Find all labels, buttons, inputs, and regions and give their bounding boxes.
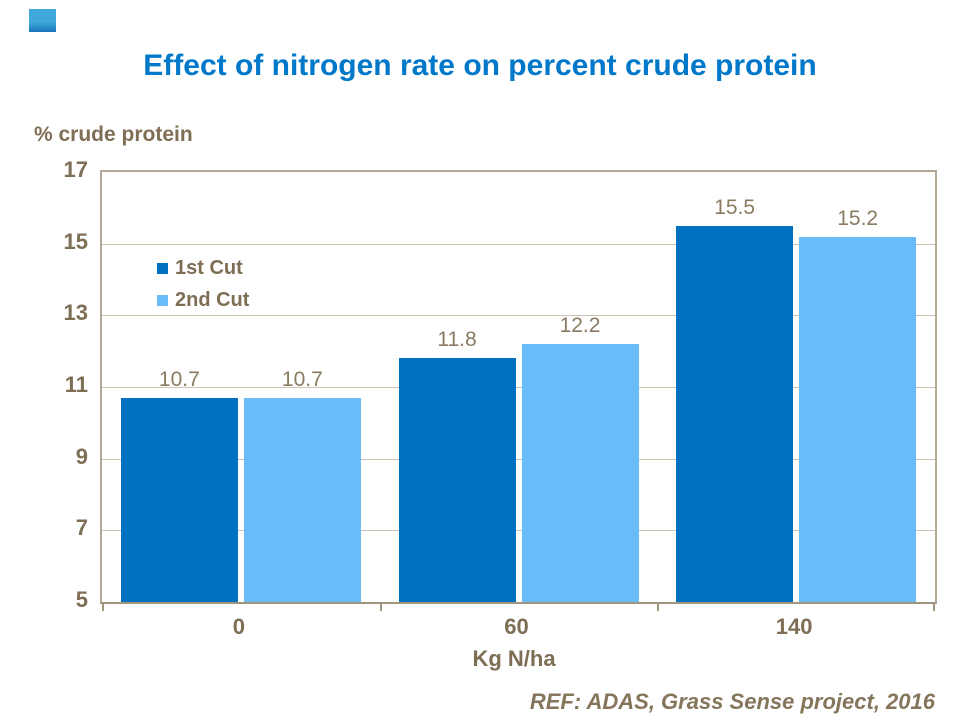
bar-1st-cut-140 <box>676 225 794 602</box>
corner-decoration <box>29 9 56 32</box>
legend-label-1st-cut: 1st Cut <box>175 257 243 279</box>
y-axis-title: % crude protein <box>34 123 193 146</box>
bar-2nd-cut-140 <box>799 236 917 602</box>
gridline <box>102 530 935 532</box>
y-tick-label: 9 <box>75 443 88 469</box>
gridline <box>102 458 935 460</box>
x-tick-label: 0 <box>232 614 245 639</box>
legend-item-2nd-cut: 2nd Cut <box>157 289 249 312</box>
gridline <box>102 315 935 317</box>
y-tick-label: 5 <box>75 587 88 612</box>
y-tick-label: 13 <box>63 300 88 326</box>
legend-swatch-1st-cut-icon <box>157 263 168 274</box>
axis-tick-mark <box>933 604 935 611</box>
bar-1st-cut-60 <box>398 358 516 602</box>
x-tick-label: 140 <box>775 614 813 639</box>
gridline <box>102 243 935 245</box>
x-tick-label: 60 <box>504 614 529 639</box>
data-label: 15.5 <box>714 195 756 219</box>
chart-title: Effect of nitrogen rate on percent crude… <box>143 49 817 82</box>
data-label: 10.7 <box>158 367 200 391</box>
legend: 1st Cut 2nd Cut <box>157 257 249 321</box>
y-tick-label: 17 <box>63 157 88 182</box>
y-tick-label: 7 <box>75 515 88 541</box>
data-label: 12.2 <box>559 314 601 337</box>
bar-2nd-cut-0 <box>243 397 361 602</box>
axis-tick-mark <box>657 604 660 611</box>
bar-2nd-cut-60 <box>521 344 639 602</box>
data-label: 15.2 <box>837 206 879 230</box>
y-tick-label: 11 <box>64 372 88 397</box>
legend-label-2nd-cut: 2nd Cut <box>175 289 250 311</box>
plot-area: 10.7 10.7 11.8 12.2 15.5 15.2 <box>100 170 937 611</box>
bar-1st-cut-0 <box>120 397 238 602</box>
data-label: 11.8 <box>437 328 477 352</box>
legend-item-1st-cut: 1st Cut <box>157 257 249 280</box>
x-axis-title: Kg N/ha <box>472 646 556 671</box>
axis-tick-mark <box>379 604 382 611</box>
gridline <box>102 387 935 388</box>
data-label: 10.7 <box>281 367 323 391</box>
axis-tick-mark <box>102 604 104 611</box>
reference-text: REF: ADAS, Grass Sense project, 2016 <box>529 689 935 714</box>
legend-swatch-2nd-cut-icon <box>157 295 168 306</box>
y-tick-label: 15 <box>63 228 88 254</box>
